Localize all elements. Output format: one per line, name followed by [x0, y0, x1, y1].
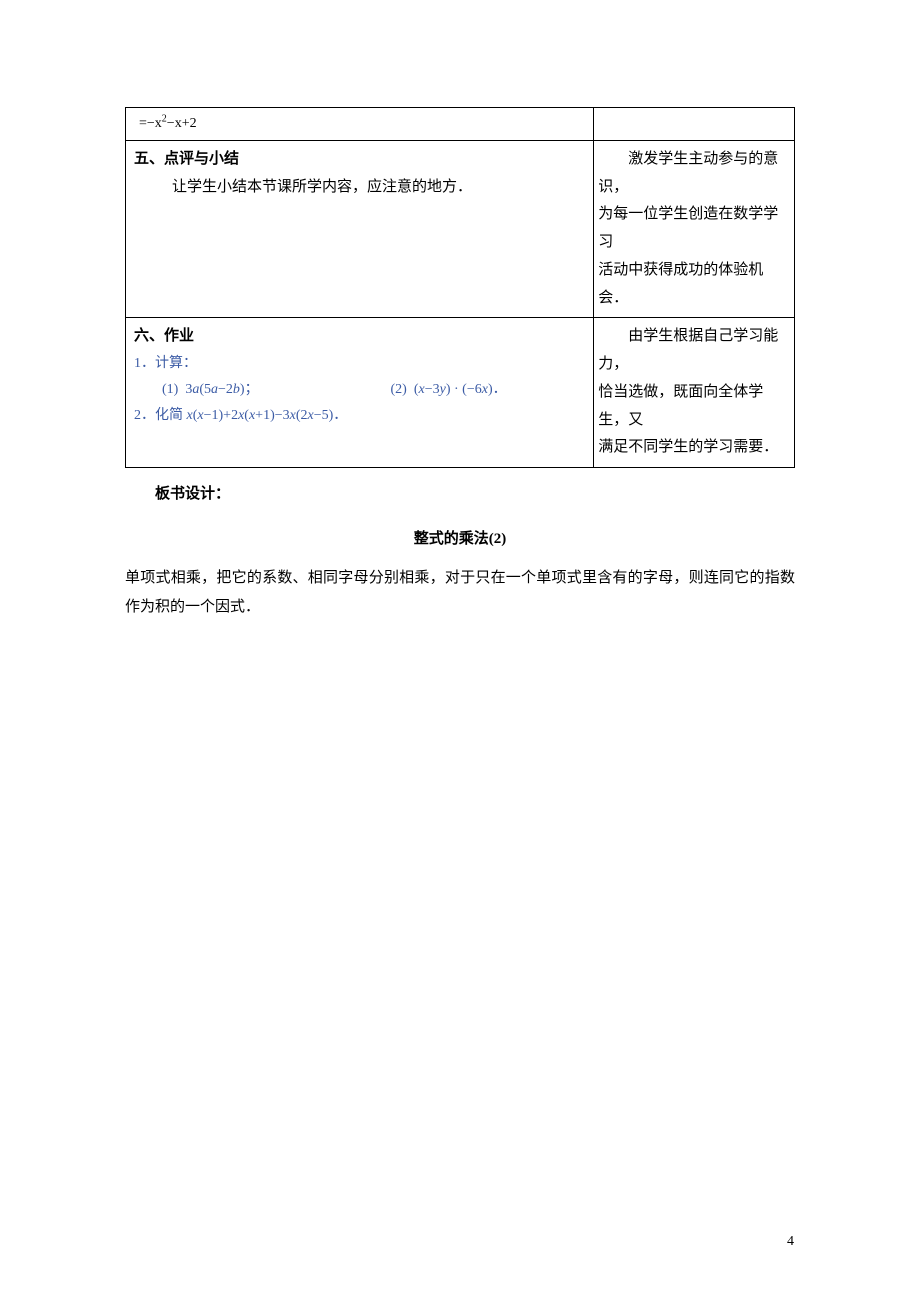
page-number: 4 — [787, 1234, 794, 1250]
equation-result: =−x2−x+2 — [134, 116, 197, 131]
section5-content: 让学生小结本节课所学内容，应注意的地方． — [134, 174, 585, 202]
row3-right-line2: 恰当选做，既面向全体学生，又 — [598, 379, 790, 435]
row3-left-cell: 六、作业 1．计算： (1) 3a(5a−2b)； (2) (x−3y) · (… — [126, 318, 594, 468]
row2-right-line3: 活动中获得成功的体验机会． — [598, 257, 790, 313]
section6-title: 六、作业 — [134, 323, 585, 351]
hw-items-row: (1) 3a(5a−2b)； (2) (x−3y) · (−6x)． — [134, 377, 585, 403]
row2-right-cell: 激发学生主动参与的意识， 为每一位学生创造在数学学习 活动中获得成功的体验机会． — [594, 140, 795, 318]
row1-left-cell: =−x2−x+2 — [126, 108, 594, 141]
board-body-text: 单项式相乘，把它的系数、相同字母分别相乘，对于只在一个单项式里含有的字母，则连同… — [125, 564, 795, 621]
row1-right-cell — [594, 108, 795, 141]
page-content: =−x2−x+2 五、点评与小结 让学生小结本节课所学内容，应注意的地方． 激发… — [0, 0, 920, 621]
lesson-subtitle: 整式的乘法(2) — [125, 527, 795, 548]
board-design-label: 板书设计： — [125, 482, 795, 503]
row2-right-line1: 激发学生主动参与的意识， — [598, 146, 790, 202]
hw-item-1: (1) 3a(5a−2b)； — [162, 377, 387, 403]
lesson-table: =−x2−x+2 五、点评与小结 让学生小结本节课所学内容，应注意的地方． 激发… — [125, 107, 795, 468]
section5-title: 五、点评与小结 — [134, 146, 585, 174]
row2-right-line2: 为每一位学生创造在数学学习 — [598, 201, 790, 257]
row2-left-cell: 五、点评与小结 让学生小结本节课所学内容，应注意的地方． — [126, 140, 594, 318]
row3-right-line3: 满足不同学生的学习需要． — [598, 434, 790, 462]
hw-line1: 1．计算： — [134, 351, 585, 377]
row3-right-cell: 由学生根据自己学习能力， 恰当选做，既面向全体学生，又 满足不同学生的学习需要． — [594, 318, 795, 468]
hw-item-2: (2) (x−3y) · (−6x)． — [391, 377, 507, 403]
hw-line2: 2．化简 x(x−1)+2x(x+1)−3x(2x−5)． — [134, 403, 585, 429]
row3-right-line1: 由学生根据自己学习能力， — [598, 323, 790, 379]
